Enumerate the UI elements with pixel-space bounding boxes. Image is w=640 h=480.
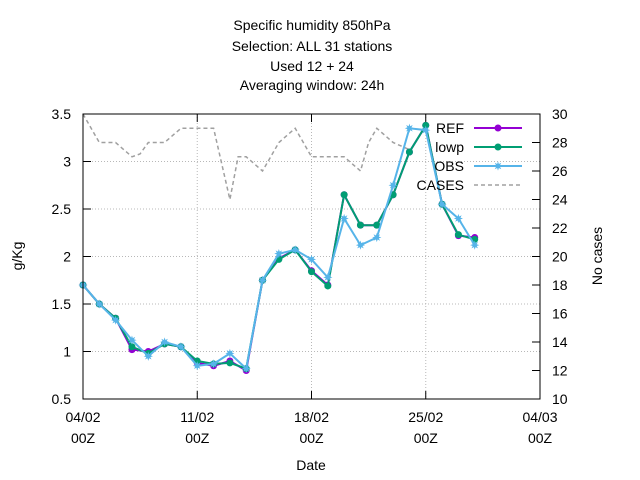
data-point-lowp bbox=[454, 231, 462, 239]
title-line-2: Selection: ALL 31 stations bbox=[232, 38, 393, 54]
y2-tick-label: 28 bbox=[552, 135, 568, 151]
y2-tick-label: 14 bbox=[552, 334, 568, 350]
series-line-cases bbox=[82, 113, 410, 200]
x-tick-label-date: 11/02 bbox=[180, 409, 214, 425]
legend-label: lowp bbox=[435, 139, 464, 155]
x-tick-label-date: 04/02 bbox=[65, 409, 100, 425]
legend-marker bbox=[494, 143, 502, 151]
data-point-obs bbox=[192, 361, 202, 371]
data-series bbox=[78, 121, 480, 374]
data-point-obs bbox=[225, 348, 235, 358]
y-axis-label: g/Kg bbox=[9, 242, 25, 271]
x-tick-label-time: 00Z bbox=[414, 430, 439, 446]
data-point-obs bbox=[306, 254, 317, 264]
data-point-lowp bbox=[226, 359, 234, 367]
chart-title: Specific humidity 850hPa Selection: ALL … bbox=[232, 17, 393, 93]
data-point-obs bbox=[143, 351, 153, 361]
y2-tick-label: 12 bbox=[552, 363, 568, 379]
data-point-obs bbox=[339, 213, 349, 224]
legend-marker bbox=[493, 161, 503, 171]
y2-tick-label: 30 bbox=[552, 106, 568, 122]
legend-label: REF bbox=[436, 120, 464, 136]
legend-label: CASES bbox=[417, 177, 464, 193]
x-tick-label-date: 25/02 bbox=[408, 409, 443, 425]
data-point-lowp bbox=[405, 148, 413, 156]
data-point-obs bbox=[421, 125, 431, 135]
series-obs bbox=[78, 123, 480, 374]
y2-tick-label: 24 bbox=[552, 192, 568, 208]
x-tick-label-time: 00Z bbox=[528, 430, 553, 446]
legend-label: OBS bbox=[434, 158, 464, 174]
data-point-obs bbox=[453, 213, 463, 224]
data-point-obs bbox=[160, 337, 170, 347]
y2-tick-label: 20 bbox=[552, 249, 568, 265]
y2-tick-label: 26 bbox=[552, 163, 568, 179]
legend: REF lowp OBS CASES bbox=[417, 120, 522, 193]
data-point-obs bbox=[94, 299, 104, 309]
x-tick-label-time: 00Z bbox=[299, 430, 324, 446]
data-point-obs bbox=[355, 240, 366, 250]
legend-marker bbox=[494, 124, 502, 132]
y-tick-label: 1.5 bbox=[52, 296, 72, 312]
legend-item-cases: CASES bbox=[417, 177, 522, 193]
data-point-obs bbox=[290, 245, 300, 255]
data-point-lowp bbox=[128, 343, 136, 351]
data-point-obs bbox=[404, 123, 415, 133]
cases-series bbox=[82, 113, 410, 200]
data-point-obs bbox=[176, 342, 186, 352]
y-tick-label: 3.5 bbox=[52, 106, 72, 122]
y-tick-label: 0.5 bbox=[52, 391, 72, 407]
x-tick-label-date: 04/03 bbox=[522, 409, 557, 425]
data-point-obs bbox=[274, 249, 284, 259]
data-point-lowp bbox=[340, 191, 348, 199]
y2-axis-ticks: 10 12 14 16 18 20 22 24 26 28 30 bbox=[532, 106, 568, 407]
y2-tick-label: 16 bbox=[552, 306, 568, 322]
y-tick-label: 1 bbox=[63, 344, 71, 360]
data-point-obs bbox=[257, 275, 268, 285]
y-tick-label: 2 bbox=[63, 249, 71, 265]
y2-axis-label: No cases bbox=[589, 227, 605, 285]
x-tick-label-date: 18/02 bbox=[294, 409, 329, 425]
data-point-obs bbox=[388, 180, 398, 190]
data-point-lowp bbox=[373, 221, 381, 229]
data-point-obs bbox=[111, 315, 121, 325]
x-axis-label: Date bbox=[296, 457, 326, 473]
legend-item-ref: REF bbox=[436, 120, 522, 136]
y-axis-ticks: 0.5 1 1.5 2 2.5 3 3.5 bbox=[52, 106, 91, 407]
data-point-obs bbox=[241, 364, 251, 374]
x-tick-label-time: 00Z bbox=[71, 430, 96, 446]
y-tick-label: 2.5 bbox=[52, 201, 72, 217]
data-point-lowp bbox=[356, 221, 364, 229]
y2-tick-label: 22 bbox=[552, 220, 568, 236]
data-point-obs bbox=[208, 359, 219, 369]
y2-tick-label: 18 bbox=[552, 277, 568, 293]
data-point-obs bbox=[323, 272, 333, 282]
y2-tick-label: 10 bbox=[552, 391, 568, 407]
data-point-obs bbox=[437, 199, 447, 209]
data-point-lowp bbox=[422, 121, 430, 129]
data-point-obs bbox=[372, 232, 382, 243]
x-tick-label-time: 00Z bbox=[185, 430, 210, 446]
title-line-3: Used 12 + 24 bbox=[270, 58, 354, 74]
data-point-obs bbox=[127, 335, 137, 345]
legend-item-lowp: lowp bbox=[435, 139, 522, 155]
legend-item-obs: OBS bbox=[434, 158, 522, 174]
title-line-1: Specific humidity 850hPa bbox=[233, 17, 390, 33]
title-line-4: Averaging window: 24h bbox=[240, 77, 385, 93]
y-tick-label: 3 bbox=[63, 154, 71, 170]
series-cases bbox=[82, 113, 410, 200]
data-point-lowp bbox=[324, 282, 332, 290]
x-axis-ticks: 04/02 00Z 11/02 00Z 18/02 00Z 25/02 00Z 04/03 00Z bbox=[65, 114, 558, 446]
data-point-lowp bbox=[308, 268, 315, 276]
data-point-obs bbox=[470, 240, 480, 250]
